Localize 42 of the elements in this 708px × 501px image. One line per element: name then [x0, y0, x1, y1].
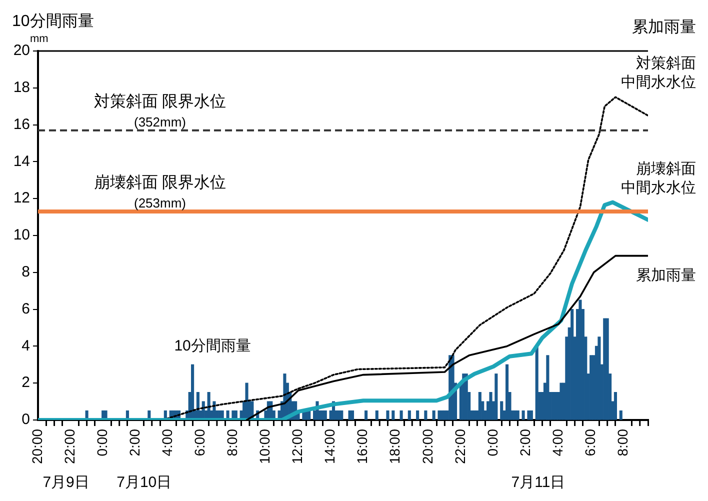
series-label: 10分間雨量 [174, 338, 251, 355]
x-tick-label: 18:00 [386, 428, 403, 464]
x-tick-label: 2:00 [126, 428, 142, 456]
y-tick-label: 18 [13, 79, 30, 96]
x-tick-label: 22:00 [61, 428, 78, 464]
x-tick-label: 4:00 [158, 428, 175, 456]
series-label: 崩壊斜面中間水水位 [621, 160, 696, 196]
text: 7月9日 [42, 474, 90, 491]
x-tick-label: 2:00 [516, 428, 533, 456]
y-tick-label: 6 [22, 300, 30, 318]
x-tick-label: 14:00 [322, 428, 338, 464]
x-tick-label: 8:00 [224, 428, 240, 456]
text: 7月11日 [511, 474, 566, 491]
y-tick-label: 16 [13, 116, 30, 133]
series-label: 対策斜面中間水水位 [621, 55, 696, 92]
x-tick-label: 20:00 [28, 428, 45, 464]
x-tick-label: 4:00 [549, 428, 566, 456]
y-tick-label: 2 [22, 374, 30, 392]
x-tick-label: 12:00 [289, 428, 306, 464]
y-tick-label: 4 [22, 337, 30, 354]
x-tick-label: 20:00 [419, 428, 436, 464]
y-tick-label: 0 [22, 411, 30, 428]
y-tick-label: 14 [13, 152, 30, 170]
y-tick-label: 8 [22, 264, 30, 281]
series-label: 累加雨量 [636, 266, 696, 284]
x-tick-label: 0:00 [484, 428, 500, 456]
text: mm [30, 33, 48, 45]
text: 累加雨量 [632, 18, 696, 36]
x-tick-label: 8:00 [614, 428, 630, 456]
ref-line-label: 対策斜面 限界水位 (352mm) [94, 92, 226, 130]
x-tick-label: 22:00 [452, 428, 468, 464]
y-tick-label: 12 [13, 190, 30, 207]
x-tick-label: 6:00 [192, 428, 208, 456]
text: 7月10日 [116, 474, 172, 491]
x-tick-label: 10:00 [256, 428, 273, 464]
y-axis-title: 10分間雨量 [12, 13, 94, 30]
y-tick-label: 20 [13, 42, 30, 60]
ref-line-label: 崩壊斜面 限界水位 (253mm) [94, 174, 226, 211]
y-tick-label: 10 [13, 226, 30, 244]
x-tick-label: 0:00 [94, 428, 110, 456]
x-tick-label: 6:00 [582, 428, 598, 456]
x-tick-label: 16:00 [354, 428, 370, 464]
